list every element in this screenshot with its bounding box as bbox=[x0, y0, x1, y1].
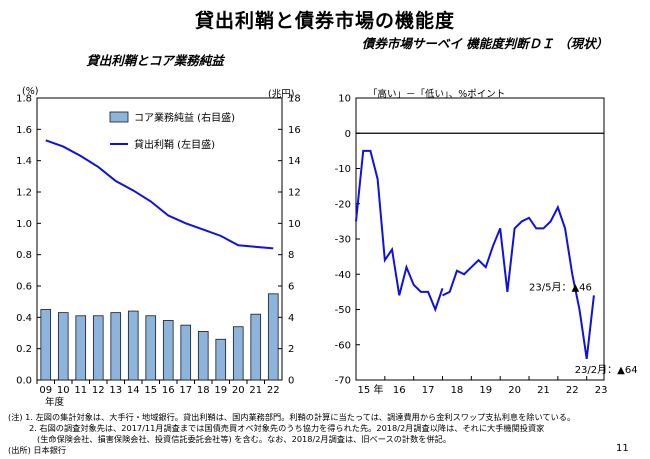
left-chart: 0.0 0.2 0.4 0.6 0.8 1.0 1.2 1.4 1.6 1.8 0 2 4 6 8 10 12 1… bbox=[16, 94, 301, 397]
left-ytick-label: 1.6 bbox=[16, 125, 32, 136]
di-xtick-label: 20 bbox=[508, 385, 521, 396]
core-profit-bar bbox=[57, 312, 69, 381]
core-profit-bar bbox=[180, 324, 192, 381]
di-ytick-label: -20 bbox=[335, 199, 351, 210]
note-2: 2. 右図の調査対象先は、2017/11月調査までは国債売買オペ対象先のうち協力… bbox=[29, 423, 545, 433]
left-unit-label: (%) bbox=[22, 86, 39, 97]
core-profit-bar bbox=[267, 293, 279, 381]
right-unit-label: (兆円) bbox=[268, 89, 295, 100]
left-ytick-label: 1.0 bbox=[16, 219, 32, 230]
di-unit-label: 「高い」－「低い」、%ポイント bbox=[368, 89, 506, 100]
di-ytick-label: -50 bbox=[335, 305, 351, 316]
right-ytick-label: 16 bbox=[288, 125, 301, 136]
di-ytick-label: -70 bbox=[335, 376, 351, 387]
core-profit-bar bbox=[110, 312, 122, 381]
right-ytick-label: 4 bbox=[288, 313, 294, 324]
di-ytick-label: -30 bbox=[335, 235, 351, 246]
left-chart-title: 貸出利鞘とコア業務純益 bbox=[86, 53, 224, 68]
core-profit-bar bbox=[127, 310, 139, 381]
left-xtick-label: 20 bbox=[232, 385, 245, 396]
left-xtick-label: 15 bbox=[144, 385, 157, 396]
core-profit-bar bbox=[162, 320, 174, 381]
left-xtick-label: 21 bbox=[249, 385, 262, 396]
left-ytick-label: 0.2 bbox=[16, 344, 32, 355]
di-ytick-label: -10 bbox=[335, 164, 351, 175]
left-xtick-label: 16 bbox=[162, 385, 175, 396]
right-ytick-label: 0 bbox=[288, 376, 294, 387]
di-ytick-label: 0 bbox=[345, 129, 351, 140]
right-ytick-label: 10 bbox=[288, 219, 301, 230]
left-xtick-label: 13 bbox=[109, 385, 122, 396]
loan-spread-line bbox=[45, 139, 274, 250]
right-ytick-label: 2 bbox=[288, 344, 294, 355]
x-axis-label: 年度 bbox=[45, 397, 65, 408]
di-series-line bbox=[355, 149, 444, 313]
core-profit-bar bbox=[197, 331, 209, 381]
left-ytick-label: 0.4 bbox=[16, 313, 32, 324]
core-profit-bar bbox=[92, 315, 104, 381]
left-xtick-label: 17 bbox=[179, 385, 192, 396]
left-xtick-label: 19 bbox=[214, 385, 227, 396]
source-note: (出所) 日本銀行 bbox=[8, 445, 67, 455]
legend-line-label: 貸出利鞘 (左目盛) bbox=[134, 138, 215, 151]
legend-bar-swatch bbox=[109, 111, 129, 123]
legend-bar-label: コア業務純益 (右目盛) bbox=[134, 111, 235, 124]
di-xtick-label: 15 年 bbox=[357, 383, 383, 396]
note-1: (注) 1. 左図の集計対象は、大手行・地域銀行。貸出利鞘は、国内業務部門。利鞘… bbox=[8, 412, 576, 422]
left-ytick-label: 1.4 bbox=[16, 156, 32, 167]
core-profit-bar bbox=[232, 326, 244, 381]
page-title: 貸出利鞘と債券市場の機能度 bbox=[194, 10, 455, 32]
core-profit-bar bbox=[40, 309, 52, 381]
core-profit-bar bbox=[75, 315, 87, 381]
right-ytick-label: 14 bbox=[288, 156, 301, 167]
right-ytick-label: 8 bbox=[288, 250, 294, 261]
core-profit-bar bbox=[250, 313, 262, 381]
di-ytick-label: 10 bbox=[338, 94, 351, 105]
left-xtick-label: 14 bbox=[127, 385, 140, 396]
left-ytick-label: 0.6 bbox=[16, 282, 32, 293]
di-xtick-label: 16 bbox=[393, 385, 406, 396]
left-ytick-label: 0.8 bbox=[16, 250, 32, 261]
di-xtick-label: 23 bbox=[595, 385, 608, 396]
di-xtick-label: 22 bbox=[566, 385, 579, 396]
left-ytick-label: 0.0 bbox=[16, 376, 32, 387]
di-xtick-label: 19 bbox=[479, 385, 492, 396]
core-profit-bar bbox=[215, 338, 227, 381]
right-chart-title: 債券市場サーベイ 機能度判断ＤＩ （現状） bbox=[361, 36, 609, 51]
left-xtick-label: 12 bbox=[92, 385, 105, 396]
right-chart: 10 0 -10 -20 -30 -40 -50 -60 -70 15 年 16 17 18 19 20 21… bbox=[335, 94, 638, 397]
right-ytick-label: 6 bbox=[288, 282, 294, 293]
di-xtick-label: 21 bbox=[537, 385, 550, 396]
di-series-line bbox=[442, 204, 595, 359]
annotation-feb-2023: 23/2月：▲64 bbox=[575, 364, 638, 376]
right-ytick-label: 18 bbox=[288, 94, 301, 105]
left-xtick-label: 18 bbox=[197, 385, 210, 396]
left-xtick-label: 09 bbox=[39, 385, 52, 396]
di-xtick-label: 18 bbox=[451, 385, 464, 396]
left-xtick-label: 11 bbox=[74, 385, 87, 396]
di-ytick-label: -40 bbox=[335, 270, 351, 281]
di-ytick-label: -60 bbox=[335, 340, 351, 351]
note-3: (生命保険会社、損害保険会社、投資信託委託会社等) を含む。なお、2018/2月… bbox=[37, 434, 452, 444]
left-xtick-label: 22 bbox=[267, 385, 280, 396]
annotation-may-2023: 23/5月：▲46 bbox=[529, 281, 592, 293]
page-number: 11 bbox=[616, 443, 629, 454]
di-xtick-label: 17 bbox=[422, 385, 435, 396]
left-ytick-label: 1.2 bbox=[16, 188, 32, 199]
left-xtick-label: 10 bbox=[57, 385, 70, 396]
left-ytick-label: 1.8 bbox=[16, 94, 32, 105]
right-ytick-label: 12 bbox=[288, 188, 301, 199]
core-profit-bar bbox=[145, 315, 157, 381]
